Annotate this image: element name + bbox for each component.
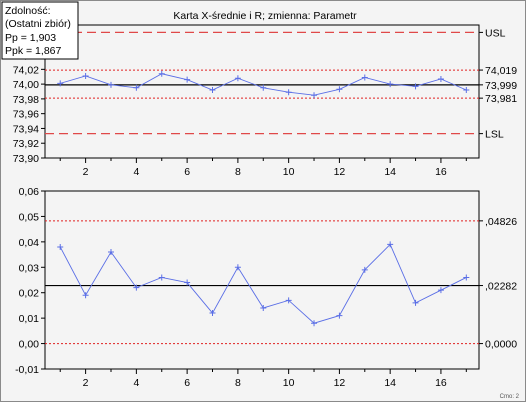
y-tick-label-1-4: 0,02 (19, 288, 40, 300)
data-point-1-5 (184, 279, 191, 286)
data-point-0-0 (57, 80, 64, 87)
x-tick-label-1-1: 4 (133, 377, 139, 389)
y-tick-label-1-6: 0,00 (19, 339, 40, 351)
data-point-0-8 (260, 84, 267, 91)
x-tick-label-1-2: 6 (184, 377, 190, 389)
data-point-1-15 (437, 287, 444, 294)
x-tick-label-0-1: 4 (133, 166, 139, 178)
y-tick-label-0-6: 73,96 (13, 109, 39, 121)
data-point-1-11 (336, 312, 343, 319)
data-point-0-7 (234, 75, 241, 82)
data-point-0-14 (412, 83, 419, 90)
capability-title: Zdolność: (5, 5, 51, 17)
x-tick-label-1-5: 12 (334, 377, 346, 389)
y-tick-label-1-2: 0,04 (19, 237, 40, 249)
data-point-0-16 (463, 87, 470, 94)
x-tick-label-0-3: 8 (235, 166, 241, 178)
reference-label-0-0: USL (485, 27, 506, 39)
x-tick-label-1-7: 16 (435, 377, 447, 389)
capability-box (1, 1, 79, 60)
data-point-0-6 (209, 87, 216, 94)
x-tick-label-0-5: 12 (334, 166, 346, 178)
data-point-1-6 (209, 310, 216, 317)
plot-frame-1 (44, 190, 480, 370)
data-point-0-9 (285, 89, 292, 96)
data-point-1-14 (412, 299, 419, 306)
reference-label-0-3: 73,981 (485, 93, 517, 105)
y-tick-label-0-4: 74,00 (13, 79, 39, 91)
x-tick-label-1-3: 8 (235, 377, 241, 389)
data-point-0-1 (82, 72, 89, 79)
reference-label-0-1: 74,019 (485, 65, 517, 77)
y-tick-label-0-7: 73,94 (13, 123, 39, 135)
data-point-0-4 (158, 70, 165, 77)
data-point-1-0 (57, 243, 64, 250)
data-point-0-2 (107, 81, 114, 88)
y-tick-label-1-7: -0,01 (15, 364, 39, 376)
reference-label-0-4: LSL (485, 129, 504, 141)
data-point-1-10 (311, 320, 318, 327)
x-tick-label-0-7: 16 (435, 166, 447, 178)
x-tick-label-1-0: 2 (83, 377, 89, 389)
data-point-0-5 (184, 76, 191, 83)
data-point-0-15 (437, 75, 444, 82)
x-tick-label-0-0: 2 (83, 166, 89, 178)
reference-label-1-0: ,04826 (485, 216, 517, 228)
y-tick-label-0-3: 74,02 (13, 64, 39, 76)
reference-label-0-2: 73,999 (485, 80, 517, 92)
reference-label-1-2: 0,0000 (485, 339, 517, 351)
x-tick-label-0-6: 14 (384, 166, 396, 178)
data-point-0-11 (336, 86, 343, 93)
y-tick-label-0-9: 73,90 (13, 153, 39, 165)
y-tick-label-0-5: 73,98 (13, 94, 39, 106)
data-point-1-12 (361, 266, 368, 273)
x-tick-label-0-2: 6 (184, 166, 190, 178)
corner-note: Cmo: 2 (500, 394, 520, 400)
data-point-0-10 (311, 92, 318, 99)
data-point-1-9 (285, 297, 292, 304)
y-tick-label-1-5: 0,01 (19, 313, 40, 325)
y-tick-label-1-0: 0,06 (19, 186, 40, 198)
capability-line-1: Ppk = 1,867 (5, 45, 61, 57)
y-tick-label-1-1: 0,05 (19, 211, 40, 223)
data-point-1-7 (234, 264, 241, 271)
data-point-0-12 (361, 74, 368, 81)
x-tick-label-0-4: 10 (283, 166, 295, 178)
data-point-1-16 (463, 274, 470, 281)
plot-frame-0 (44, 24, 480, 159)
data-point-1-1 (82, 292, 89, 299)
capability-subtitle: (Ostatni zbiór) (5, 18, 71, 30)
data-point-1-8 (260, 304, 267, 311)
data-point-1-3 (133, 284, 140, 291)
chart-title: Karta X-średnie i R; zmienna: Parametr (173, 10, 357, 22)
reference-label-1-1: ,02282 (485, 281, 517, 293)
data-point-0-3 (133, 84, 140, 91)
y-tick-label-0-8: 73,92 (13, 138, 39, 150)
x-tick-label-1-6: 14 (384, 377, 396, 389)
data-point-1-13 (387, 241, 394, 248)
x-tick-label-1-4: 10 (283, 377, 295, 389)
capability-line-0: Pp = 1,903 (5, 32, 56, 44)
data-point-1-4 (158, 274, 165, 281)
y-tick-label-1-3: 0,03 (19, 262, 40, 274)
data-point-0-13 (387, 81, 394, 88)
data-point-1-2 (107, 249, 114, 256)
